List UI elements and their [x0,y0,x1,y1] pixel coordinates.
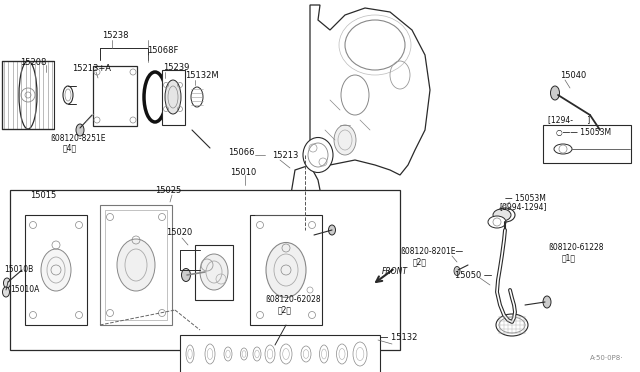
Ellipse shape [165,80,181,114]
Ellipse shape [495,208,515,222]
Text: （4）: （4） [63,144,77,153]
Text: 15066: 15066 [228,148,255,157]
Polygon shape [100,205,172,325]
Ellipse shape [271,342,278,352]
Ellipse shape [543,296,551,308]
Ellipse shape [488,216,506,228]
Ellipse shape [99,74,131,118]
Ellipse shape [76,124,84,136]
Ellipse shape [554,144,572,154]
Ellipse shape [345,20,405,70]
Text: ß08120-8251E: ß08120-8251E [50,134,106,142]
Text: 15025: 15025 [155,186,181,195]
Text: 15238: 15238 [102,31,128,39]
Ellipse shape [341,75,369,115]
Polygon shape [162,70,185,125]
Ellipse shape [454,266,460,276]
Text: 15239: 15239 [163,62,189,71]
Ellipse shape [598,126,605,136]
Ellipse shape [200,254,228,290]
Text: 15010A: 15010A [10,285,40,295]
Ellipse shape [334,125,356,155]
Ellipse shape [19,61,37,129]
Ellipse shape [328,225,335,235]
Circle shape [109,90,121,102]
Text: 15020: 15020 [166,228,192,237]
Text: [1294-      ]: [1294- ] [548,115,590,125]
Text: [0994-1294]: [0994-1294] [499,202,547,212]
Ellipse shape [3,278,10,288]
Text: 15213+A: 15213+A [72,64,111,73]
Ellipse shape [3,287,10,297]
Ellipse shape [94,68,136,124]
Ellipse shape [63,86,73,104]
Polygon shape [195,245,233,300]
Ellipse shape [182,269,191,282]
Text: — 15132: — 15132 [380,333,417,341]
Polygon shape [290,165,325,250]
Ellipse shape [493,209,511,221]
Polygon shape [250,215,322,325]
Text: A·50·0P8·: A·50·0P8· [590,355,623,361]
Text: 15010: 15010 [230,167,256,176]
Text: （2）: （2） [278,305,292,314]
Text: 15208: 15208 [20,58,46,67]
Text: ○—— 15053M: ○—— 15053M [556,128,611,137]
Text: （1）: （1） [562,253,576,263]
Ellipse shape [191,87,203,107]
Text: 15213: 15213 [272,151,298,160]
Text: ß08120-8201E—: ß08120-8201E— [400,247,463,257]
Text: 15015: 15015 [30,190,56,199]
Text: 15050 —: 15050 — [455,270,492,279]
Ellipse shape [117,239,155,291]
Polygon shape [310,5,430,175]
Ellipse shape [303,138,333,173]
Ellipse shape [550,86,559,100]
Text: — 15053M: — 15053M [505,193,546,202]
Text: FRONT: FRONT [382,267,408,276]
Bar [180,335,380,372]
Text: 15010B: 15010B [4,266,33,275]
Text: 15132M: 15132M [185,71,219,80]
Polygon shape [25,215,87,325]
Text: （2）: （2） [413,257,427,266]
Ellipse shape [496,314,528,336]
Text: ß08120-62028: ß08120-62028 [265,295,321,305]
Text: ß08120-61228: ß08120-61228 [548,244,604,253]
Text: 15068F: 15068F [147,45,179,55]
Polygon shape [93,66,137,126]
Bar [10,190,400,350]
Ellipse shape [266,243,306,298]
Text: 15040: 15040 [560,71,586,80]
Bar [543,125,631,163]
Ellipse shape [41,249,71,291]
Polygon shape [2,61,54,129]
